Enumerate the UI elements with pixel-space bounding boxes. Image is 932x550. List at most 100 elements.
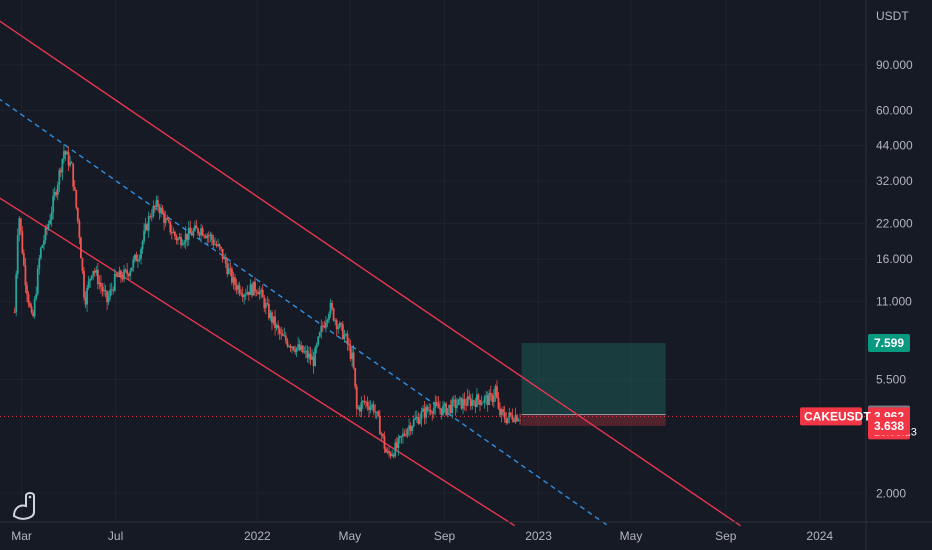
candle [240,289,243,297]
candle [283,327,286,337]
candle [224,253,227,269]
candle [269,309,272,322]
candle [320,319,323,339]
candle [345,332,347,337]
candle [508,407,511,424]
candle [295,347,298,357]
x-tick-label: Sep [715,529,737,543]
candle [44,225,47,244]
candle [251,283,253,298]
candle [260,287,263,299]
candle [204,233,207,239]
candle [249,279,252,295]
candle [386,447,389,455]
candle [75,189,78,210]
candle [505,411,508,425]
candle [323,320,326,329]
candle [218,243,221,251]
candle [377,410,380,418]
y-tick-label: 16.000 [876,252,913,266]
candle [107,291,110,306]
candle [203,234,206,239]
candle [43,235,45,251]
candle [243,293,246,305]
candle [398,435,401,444]
candle [112,286,115,295]
candle [446,408,449,418]
candle [486,391,489,412]
loss-zone [521,414,666,426]
channel-lines[interactable] [0,15,866,527]
candle [38,254,41,275]
candle [519,413,521,425]
candle [39,246,42,260]
candle [266,296,269,306]
candle [294,345,296,355]
candle [485,390,488,405]
candle [184,226,187,250]
candle [132,255,135,272]
candle [451,396,454,419]
candle [357,404,360,410]
candle [215,240,218,248]
candle [304,345,307,359]
y-tick-label: 5.500 [876,372,906,386]
candle [100,274,102,294]
candle [368,400,370,418]
candle [471,393,474,410]
candle [47,220,50,231]
candle [133,253,136,263]
candle [41,244,44,249]
candle [306,345,309,363]
candle [400,435,403,444]
candle [335,318,338,337]
candle [341,320,344,340]
candle [46,224,48,236]
candle [81,257,84,275]
candle [363,394,366,406]
candle [126,263,129,279]
candle [291,345,293,354]
candle [406,427,409,439]
candle [452,395,455,407]
candle [380,431,383,442]
candle [36,264,39,296]
candle [389,451,392,459]
y-tick-label: 2.000 [876,486,906,500]
y-axis[interactable]: 90.000 60.000 44.000 32.000 22.000 16.000 11.0… [876,58,913,501]
candle [502,406,505,417]
x-axis[interactable]: Mar Jul 2022 May Sep 2023 May Sep 2024 [11,529,833,543]
candle [325,315,327,333]
candle [499,402,501,418]
candle [297,336,300,351]
candle [138,254,141,263]
candle [98,275,101,290]
candle [477,393,480,405]
x-tick-label: 2022 [244,529,271,543]
tradingview-logo-icon[interactable] [12,492,35,520]
x-tick-label: 2023 [525,529,552,543]
y-tick-label: 11.000 [876,294,912,308]
candle [181,239,184,246]
y-tick-label: 90.000 [876,58,913,72]
candle [177,237,179,245]
candle [195,219,198,229]
candle [207,231,210,244]
long-position-tool[interactable] [521,343,666,426]
candle [194,220,196,232]
candle [425,403,427,424]
candle [429,403,432,416]
candle [164,210,167,227]
y-tick-label: 60.000 [876,103,913,117]
candle [189,220,192,233]
candle [64,150,67,161]
candle [237,282,239,295]
candle [462,393,464,415]
candle [354,367,357,390]
candle [517,417,520,422]
candle [314,345,317,367]
candle [217,238,219,248]
candle [27,290,30,308]
candle [431,410,434,421]
